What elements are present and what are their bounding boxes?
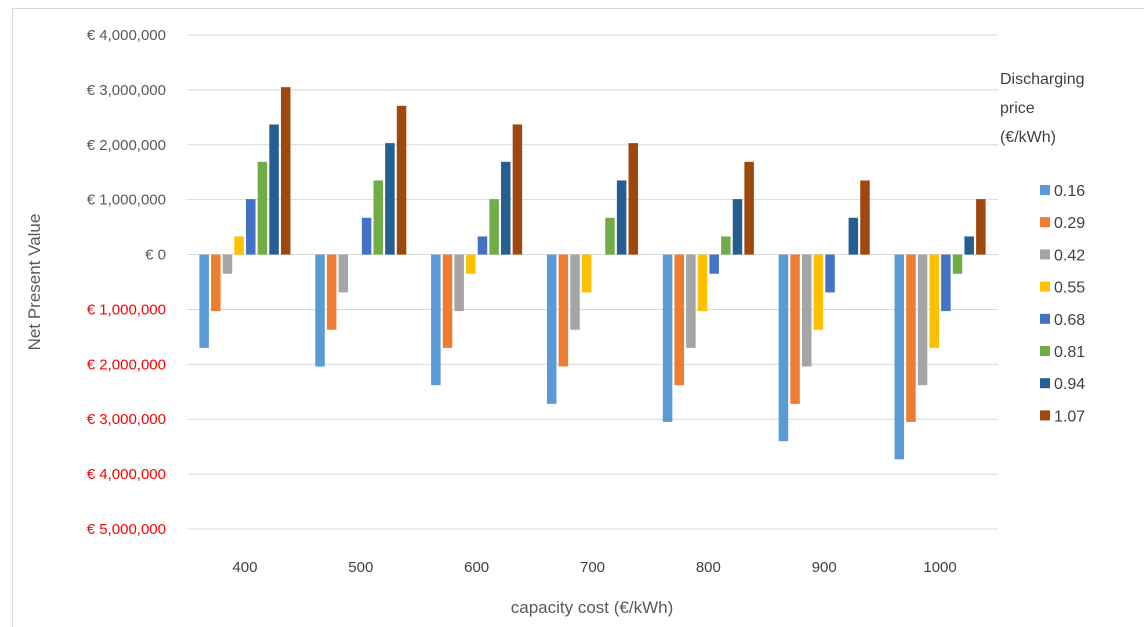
legend-label: 0.16 xyxy=(1054,183,1085,200)
bar-1000-1.07 xyxy=(976,199,986,255)
legend-label: 0.29 xyxy=(1054,215,1085,232)
bar-600-0.16 xyxy=(431,254,441,386)
x-tick-label: 900 xyxy=(812,559,837,576)
bars xyxy=(199,87,986,460)
x-tick-label: 1000 xyxy=(923,559,956,576)
bar-600-1.07 xyxy=(512,124,523,255)
legend-title-line-3: (€/kWh) xyxy=(1000,129,1056,146)
bar-600-0.94 xyxy=(501,161,511,255)
legend-swatch xyxy=(1040,410,1050,421)
bar-900-1.07 xyxy=(860,180,870,255)
chart-frame xyxy=(12,8,1144,627)
bar-1000-0.94 xyxy=(964,236,974,255)
legend-swatch xyxy=(1040,281,1050,292)
legend-label: 0.55 xyxy=(1054,280,1085,297)
y-tick-label: € 2,000,000 xyxy=(87,137,166,154)
bar-1000-0.55 xyxy=(929,254,939,348)
bar-400-0.16 xyxy=(199,254,209,348)
bar-800-0.68 xyxy=(709,254,719,274)
bar-700-0.55 xyxy=(581,254,592,293)
y-tick-label: € 1,000,000 xyxy=(87,301,166,318)
legend-swatch xyxy=(1040,217,1050,228)
gridlines xyxy=(187,34,998,530)
x-axis-title: capacity cost (€/kWh) xyxy=(511,598,674,617)
bar-600-0.42 xyxy=(454,254,464,312)
legend-label: 0.94 xyxy=(1054,376,1085,393)
x-tick-label: 700 xyxy=(580,559,605,576)
legend: 0.16 0.29 0.42 0.55 0.68 0.81 0.94 1.07 xyxy=(1040,183,1085,425)
bar-400-0.55 xyxy=(234,236,244,255)
y-tick-label: € 4,000,000 xyxy=(87,466,166,483)
y-tick-label: € 5,000,000 xyxy=(87,521,166,538)
legend-swatch xyxy=(1040,249,1050,260)
y-axis-title: Net Present Value xyxy=(25,214,44,351)
y-tick-label: € 3,000,000 xyxy=(87,411,166,428)
legend-label: 0.81 xyxy=(1054,344,1085,361)
bar-1000-0.81 xyxy=(952,254,963,274)
legend-label: 0.68 xyxy=(1054,312,1085,329)
bar-900-0.42 xyxy=(801,254,812,367)
bar-800-0.29 xyxy=(674,254,684,386)
bar-900-0.16 xyxy=(778,254,789,442)
bar-400-0.94 xyxy=(269,124,279,255)
bar-800-0.81 xyxy=(721,236,731,255)
y-tick-label: € 0 xyxy=(145,247,166,264)
legend-label: 0.42 xyxy=(1054,247,1085,264)
bar-1000-0.42 xyxy=(917,254,928,386)
bar-400-0.42 xyxy=(222,254,233,274)
legend-swatch xyxy=(1040,378,1050,389)
bar-800-0.42 xyxy=(686,254,696,348)
bar-1000-0.29 xyxy=(906,254,916,422)
bar-900-0.55 xyxy=(813,254,824,330)
x-tick-label: 600 xyxy=(464,559,489,576)
bar-900-0.94 xyxy=(848,217,859,255)
bar-900-0.68 xyxy=(825,254,835,293)
bar-800-0.55 xyxy=(697,254,708,312)
bar-600-0.81 xyxy=(489,199,499,255)
bar-600-0.55 xyxy=(466,254,476,274)
bar-600-0.29 xyxy=(442,254,453,348)
legend-title-line-2: price xyxy=(1000,100,1035,117)
bar-500-1.07 xyxy=(396,105,407,255)
bar-500-0.29 xyxy=(326,254,337,330)
bar-400-0.29 xyxy=(211,254,221,312)
bar-700-0.81 xyxy=(605,217,615,255)
bar-400-1.07 xyxy=(280,87,291,255)
bar-900-0.29 xyxy=(790,254,800,404)
legend-swatch xyxy=(1040,185,1050,195)
legend-title: Discharging price (€/kWh) xyxy=(1000,71,1084,146)
bar-500-0.81 xyxy=(373,180,384,255)
x-axis-tick-labels: 400 500 600 700 800 900 1000 xyxy=(232,559,956,576)
bar-800-0.16 xyxy=(662,254,673,422)
bar-500-0.68 xyxy=(361,217,372,255)
bar-600-0.68 xyxy=(477,236,488,255)
x-tick-label: 400 xyxy=(232,559,257,576)
y-tick-label: € 2,000,000 xyxy=(87,356,166,373)
bar-700-0.16 xyxy=(546,254,557,404)
bar-800-1.07 xyxy=(744,161,754,255)
bar-400-0.68 xyxy=(246,199,256,255)
bar-500-0.16 xyxy=(315,254,325,367)
y-axis-tick-labels: € 4,000,000 € 3,000,000 € 2,000,000 € 1,000… xyxy=(87,27,166,538)
bar-700-0.94 xyxy=(616,180,627,255)
bar-1000-0.68 xyxy=(941,254,951,312)
y-tick-label: € 4,000,000 xyxy=(87,27,166,44)
legend-swatch xyxy=(1040,346,1050,356)
bar-500-0.42 xyxy=(338,254,349,293)
legend-label: 1.07 xyxy=(1054,408,1085,425)
y-tick-label: € 1,000,000 xyxy=(87,192,166,209)
bar-700-1.07 xyxy=(628,143,639,255)
bar-1000-0.16 xyxy=(894,254,905,460)
x-tick-label: 800 xyxy=(696,559,721,576)
bar-700-0.42 xyxy=(570,254,580,330)
legend-title-line-1: Discharging xyxy=(1000,71,1084,88)
x-tick-label: 500 xyxy=(348,559,373,576)
bar-700-0.29 xyxy=(558,254,569,367)
bar-400-0.81 xyxy=(257,161,268,255)
bar-800-0.94 xyxy=(732,199,743,255)
y-tick-label: € 3,000,000 xyxy=(87,82,166,99)
legend-swatch xyxy=(1040,313,1050,324)
bar-500-0.94 xyxy=(385,143,395,255)
